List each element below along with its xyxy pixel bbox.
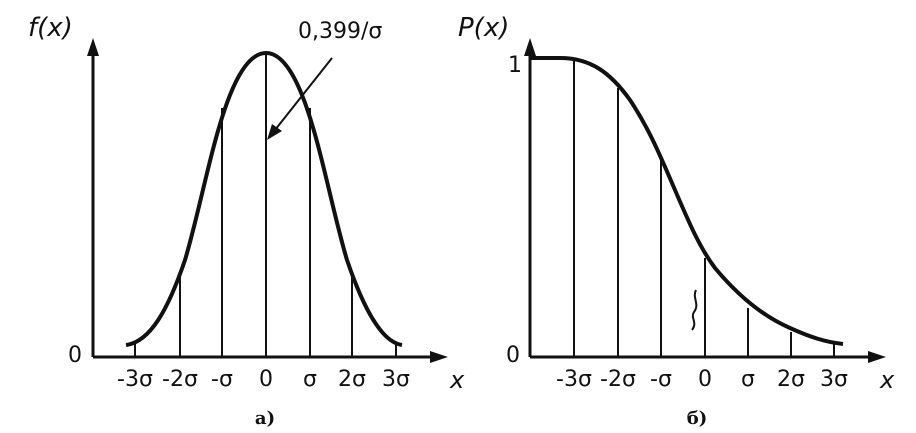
panel-a-tick-label: -3σ xyxy=(117,367,153,392)
panel-b-top-label: 1 xyxy=(508,53,522,78)
panel-b-x-arrow-icon xyxy=(868,351,886,363)
panel-a-tick-label: 2σ xyxy=(338,367,366,392)
panel-b-scribble-mark xyxy=(691,289,698,331)
panel-b-tick-label: 0 xyxy=(698,367,712,392)
panel-b: P(x) 1 0 x -3σ -2σ -σ 0 σ 2σ 3σ б) xyxy=(458,13,895,429)
panel-a: 0,399/σ f(x) 0 x -3σ -2σ -σ 0 σ 2σ 3σ а) xyxy=(28,13,465,429)
panel-a-tick-label: -2σ xyxy=(162,367,198,392)
panel-b-y-arrow-icon xyxy=(524,38,536,56)
panel-a-annotation-arrow-icon xyxy=(267,124,282,140)
panel-a-ordinates xyxy=(134,54,397,357)
panel-a-tick-label: 0 xyxy=(259,367,273,392)
panel-a-tick-label: -σ xyxy=(211,367,233,392)
panel-b-ordinates xyxy=(573,60,835,357)
panel-a-annotation-leader xyxy=(274,57,333,131)
panel-b-caption: б) xyxy=(687,408,708,429)
panel-a-tick-labels: -3σ -2σ -σ 0 σ 2σ 3σ xyxy=(117,367,410,392)
panel-b-tick-label: σ xyxy=(741,367,755,392)
panel-a-x-axis-label: x xyxy=(449,366,465,394)
panel-b-tick-label: -3σ xyxy=(556,367,592,392)
panel-a-peak-annotation: 0,399/σ xyxy=(298,19,382,44)
panel-a-tick-label: 3σ xyxy=(382,367,410,392)
panel-b-x-axis-label: x xyxy=(879,366,895,394)
panel-b-probability-curve xyxy=(530,56,844,346)
panel-a-x-arrow-icon xyxy=(430,351,448,363)
panel-b-tick-label: -2σ xyxy=(600,367,636,392)
panel-b-tick-label: -σ xyxy=(650,367,672,392)
panel-a-density-curve xyxy=(125,50,403,347)
panel-a-origin-label: 0 xyxy=(68,343,82,368)
panel-b-tick-label: 2σ xyxy=(777,367,805,392)
panel-a-y-axis-label: f(x) xyxy=(28,13,73,43)
panel-b-y-axis-label: P(x) xyxy=(458,13,509,43)
panel-a-y-arrow-icon xyxy=(87,38,99,56)
panel-b-origin-label: 0 xyxy=(506,343,520,368)
panel-a-tick-label: σ xyxy=(303,367,317,392)
panel-b-tick-label: 3σ xyxy=(820,367,848,392)
panel-b-tick-labels: -3σ -2σ -σ 0 σ 2σ 3σ xyxy=(556,367,848,392)
panel-a-caption: а) xyxy=(255,408,275,429)
